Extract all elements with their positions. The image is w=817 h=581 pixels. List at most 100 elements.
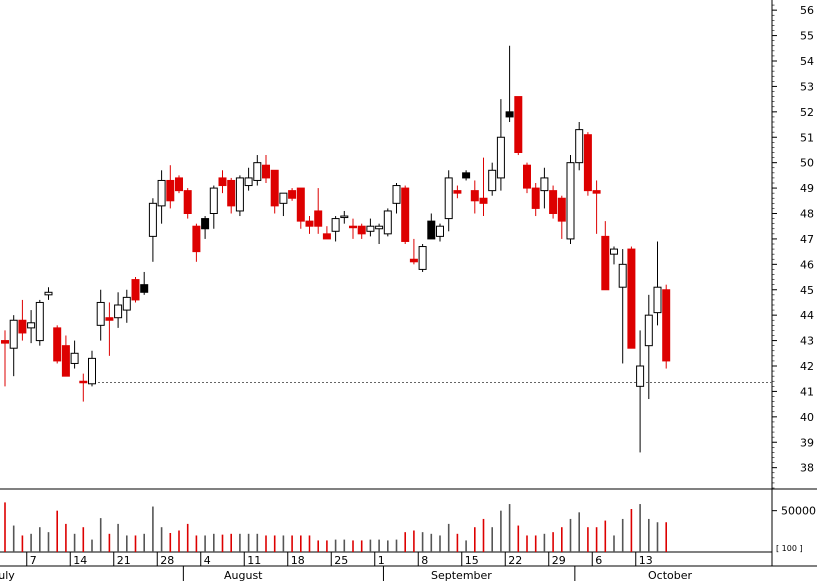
price-tick-label: 46 — [800, 258, 814, 271]
price-tick-label: 47 — [800, 233, 814, 246]
candle-body — [349, 225, 357, 229]
candle-body — [331, 218, 340, 232]
price-tick-label: 45 — [800, 284, 814, 297]
candle-body — [322, 233, 331, 240]
candle-body — [218, 177, 227, 187]
price-tick-label: 53 — [800, 80, 814, 93]
candle-body — [653, 286, 662, 314]
price-tick-label: 39 — [800, 436, 814, 449]
month-label: August — [224, 569, 263, 581]
candle-body — [9, 319, 18, 349]
candle-body — [627, 248, 636, 349]
candle-body — [314, 210, 323, 227]
candle-body — [383, 210, 392, 235]
price-tick-label: 40 — [800, 411, 814, 424]
date-tick-label: 13 — [639, 554, 653, 567]
date-tick-label: 6 — [595, 554, 602, 567]
candle-body — [148, 202, 157, 237]
candle-body — [270, 169, 279, 207]
candle-body — [262, 164, 270, 179]
candle-body — [340, 215, 349, 219]
candle-body — [114, 304, 123, 319]
month-label: July — [0, 569, 15, 581]
candle-body — [244, 177, 253, 187]
candle-body — [209, 187, 218, 214]
price-tick-label: 49 — [800, 182, 814, 195]
candle-body — [44, 291, 53, 296]
candle-body — [488, 169, 497, 192]
candle-body — [514, 96, 523, 154]
axis-frame — [0, 0, 817, 567]
candle-body — [1, 340, 9, 344]
candles-group — [1, 45, 671, 453]
date-tick-label: 25 — [334, 554, 348, 567]
candle-body — [79, 380, 88, 384]
candle-body — [618, 263, 627, 288]
candle-body — [140, 284, 149, 293]
candle-body — [88, 357, 96, 385]
volume-unit-label: [ 100 ] — [776, 544, 803, 553]
date-axis: 7142128411182518152229613JulyAugustSepte… — [0, 552, 692, 581]
candle-body — [105, 317, 114, 321]
candle-body — [192, 225, 201, 253]
candle-body — [566, 162, 575, 240]
candle-body — [61, 345, 70, 377]
candle-body — [523, 164, 531, 189]
candle-body — [288, 190, 297, 199]
candle-body — [183, 190, 192, 214]
candle-body — [505, 111, 514, 118]
candle-body — [462, 172, 471, 179]
candle-body — [375, 225, 384, 230]
candle-body — [662, 289, 671, 362]
date-tick-label: 29 — [552, 554, 566, 567]
price-tick-label: 54 — [800, 55, 814, 68]
price-tick-label: 48 — [800, 208, 814, 221]
candle-body — [227, 179, 236, 207]
volume-group — [4, 502, 668, 552]
candle-body — [70, 352, 79, 364]
candle-body — [18, 319, 27, 334]
candle-body — [531, 187, 540, 209]
candle-body — [35, 301, 44, 342]
price-tick-label: 44 — [800, 309, 814, 322]
volume-tick-label: 50000 — [781, 505, 816, 518]
candle-body — [418, 246, 427, 270]
candle-body — [601, 235, 610, 291]
candle-body — [444, 177, 453, 220]
date-tick-label: 7 — [30, 554, 37, 567]
month-label: September — [431, 569, 492, 581]
date-tick-label: 1 — [378, 554, 385, 567]
candle-body — [409, 258, 418, 263]
price-tick-label: 41 — [800, 385, 814, 398]
candle-body — [549, 190, 558, 214]
price-tick-label: 55 — [800, 30, 814, 43]
price-tick-label: 51 — [800, 131, 814, 144]
candle-body — [583, 134, 592, 192]
candle-body — [479, 197, 488, 204]
date-tick-label: 22 — [508, 554, 522, 567]
price-tick-label: 56 — [800, 4, 814, 17]
candle-body — [436, 225, 444, 237]
candle-body — [253, 162, 262, 181]
price-tick-label: 42 — [800, 360, 814, 373]
price-tick-label: 38 — [800, 462, 814, 475]
candle-body — [636, 365, 645, 387]
candle-body — [157, 179, 166, 207]
date-tick-label: 15 — [465, 554, 479, 567]
date-tick-label: 21 — [117, 554, 131, 567]
candle-body — [575, 129, 584, 164]
date-tick-label: 8 — [421, 554, 428, 567]
candle-body — [557, 197, 566, 222]
candle-body — [96, 301, 105, 326]
candle-body — [27, 322, 36, 329]
date-tick-label: 11 — [247, 554, 261, 567]
month-label: October — [648, 569, 692, 581]
candle-body — [357, 225, 366, 235]
price-axis: 38 39 40 41 42 43 44 45 46 47 48 49 50 51 52 53 54 55 56 50… — [772, 4, 816, 553]
candle-body — [201, 218, 210, 230]
candle-body — [366, 225, 375, 232]
candle-body — [235, 177, 244, 212]
candle-body — [401, 187, 410, 242]
candle-body — [131, 279, 140, 301]
date-tick-label: 28 — [160, 554, 174, 567]
